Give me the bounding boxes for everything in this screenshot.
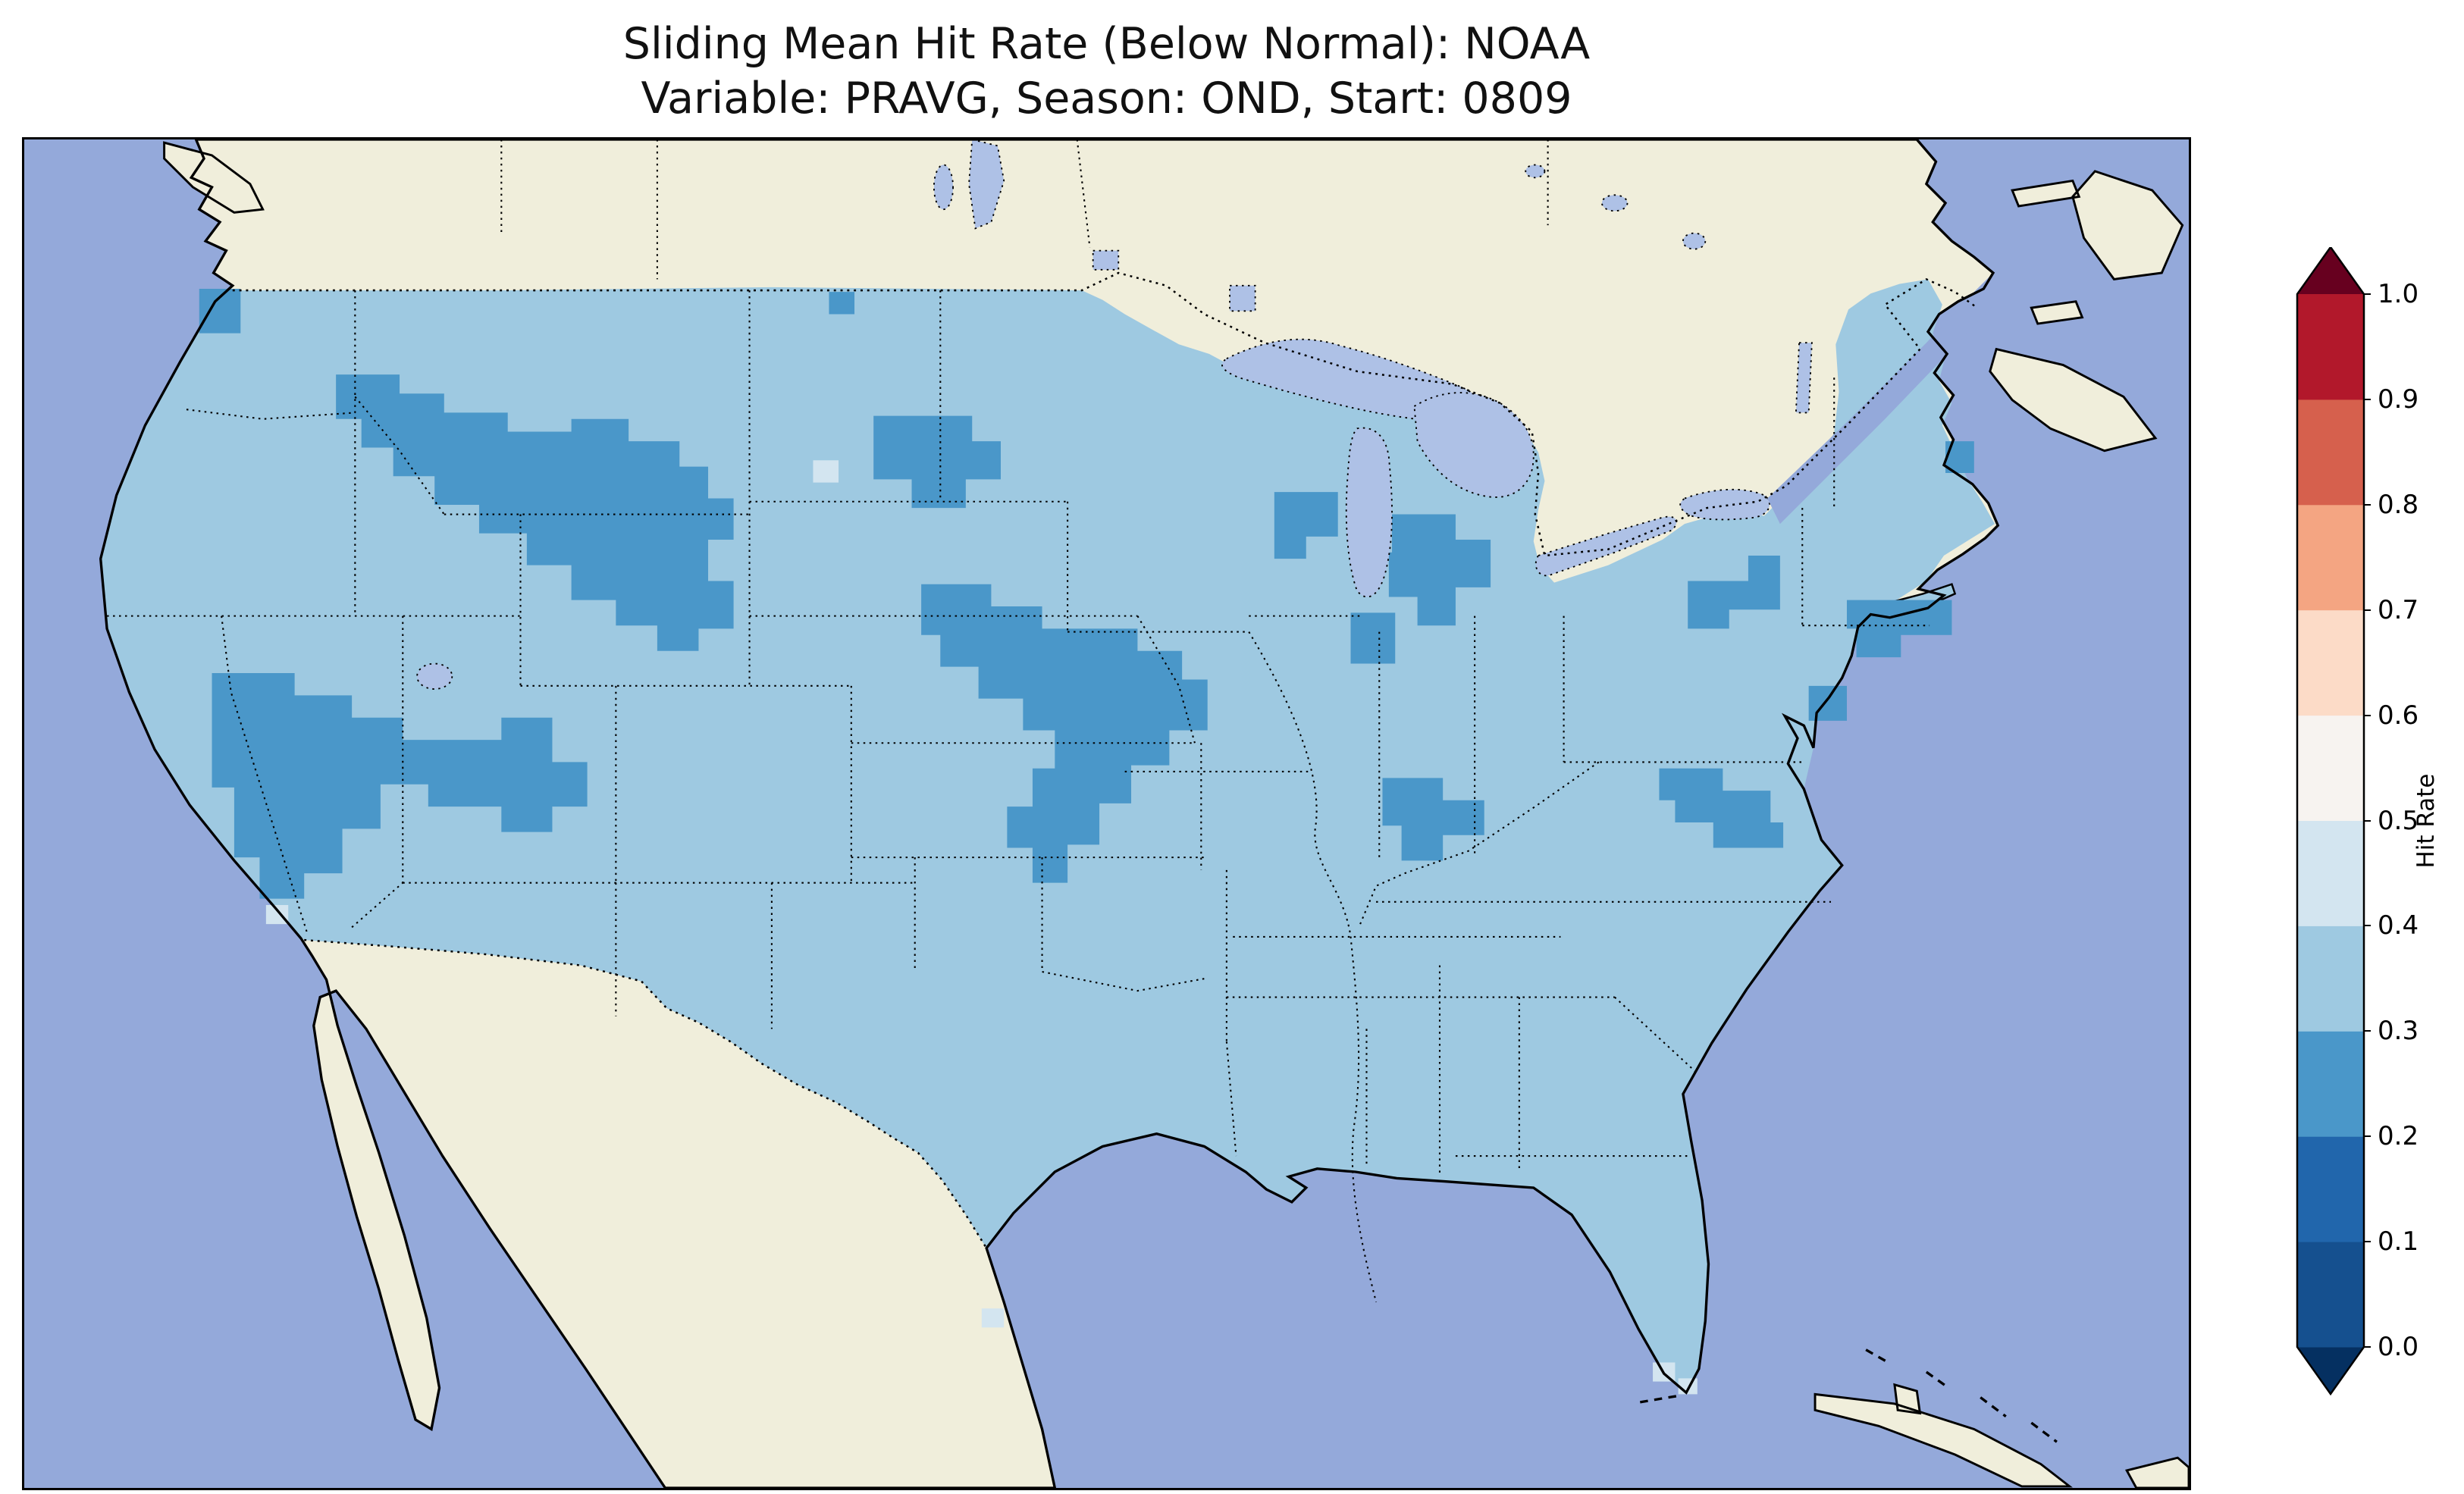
chart-title-line2: Variable: PRAVG, Season: OND, Start: 080… (641, 74, 1572, 124)
lake-winnipeg (968, 139, 1005, 230)
lake-nipigon (1229, 284, 1256, 312)
tick-label: 0.6 (2378, 700, 2419, 731)
lake-huron (1413, 392, 1535, 498)
blob-south-lake-michigan (1350, 612, 1396, 664)
blob-maine-coast (1945, 441, 1974, 474)
cell-north-plains (829, 292, 855, 315)
chart-title-line1: Sliding Mean Hit Rate (Below Normal): NO… (622, 19, 1591, 69)
blob-north-dakota (873, 415, 1002, 509)
tick-label: 0.7 (2378, 595, 2419, 625)
country-borders (232, 271, 1978, 1249)
tick-label: 0.3 (2378, 1016, 2419, 1046)
lake-ontario (1679, 488, 1770, 521)
quebec-lake-2 (1682, 232, 1707, 250)
colorbar-axis-label: Hit Rate (2412, 773, 2440, 869)
mexico-us-border (304, 938, 988, 1249)
blob-ohio-valley (1382, 778, 1484, 861)
hit-rate-layer-02-03 (199, 288, 1974, 899)
lake-erie (1535, 515, 1678, 577)
map-canvas (24, 139, 2189, 1488)
blob-puget-sound (199, 288, 241, 334)
blob-mid-atlantic (1659, 768, 1784, 848)
blob-michigan (1388, 514, 1491, 626)
lake-manitoba (933, 164, 955, 211)
tick-label: 0.9 (2378, 384, 2419, 415)
colorbar-canvas: 0.0 0.1 0.2 0.3 0.4 0.5 0.6 0.7 0.8 0.9 … (2296, 245, 2419, 1396)
chart-title: Sliding Mean Hit Rate (Below Normal): NO… (22, 17, 2191, 127)
tick-label: 0.1 (2378, 1226, 2419, 1257)
colorbar-tick-marks (2364, 293, 2371, 1348)
florida-keys (1640, 1394, 1679, 1404)
lake-michigan (1345, 427, 1393, 598)
lake-champlain (1795, 342, 1813, 414)
colorbar-body (2296, 245, 2365, 1396)
colorbar: 0.0 0.1 0.2 0.3 0.4 0.5 0.6 0.7 0.8 0.9 … (2296, 245, 2447, 1396)
blob-nebraska-kansas (921, 584, 1208, 883)
colorbar-tick-labels: 0.0 0.1 0.2 0.3 0.4 0.5 0.6 0.7 0.8 0.9 … (2378, 279, 2419, 1362)
blob-upstate-new-york (1688, 555, 1780, 629)
island-chains (1640, 1348, 2058, 1443)
blob-nevada-utah (212, 673, 588, 899)
blob-wisconsin (1274, 492, 1338, 559)
tick-label: 1.0 (2378, 279, 2419, 309)
mississippi-river (1248, 631, 1378, 1303)
map-panel (22, 137, 2191, 1490)
blob-new-jersey (1808, 685, 1847, 721)
great-salt-lake (416, 662, 453, 690)
quebec-lake-3 (1525, 164, 1546, 179)
blob-montana-wyoming (336, 374, 734, 651)
tick-label: 0.5 (2378, 806, 2419, 836)
tick-label: 0.8 (2378, 490, 2419, 520)
lake-of-the-woods (1092, 249, 1120, 271)
quebec-lake-1 (1600, 194, 1629, 212)
state-borders (107, 139, 1930, 1303)
lakes-layer (416, 139, 1813, 690)
tick-label: 0.4 (2378, 910, 2419, 941)
tick-label: 0.0 (2378, 1332, 2419, 1362)
tick-label: 0.2 (2378, 1121, 2419, 1151)
st-lawrence-river (1767, 276, 2006, 525)
